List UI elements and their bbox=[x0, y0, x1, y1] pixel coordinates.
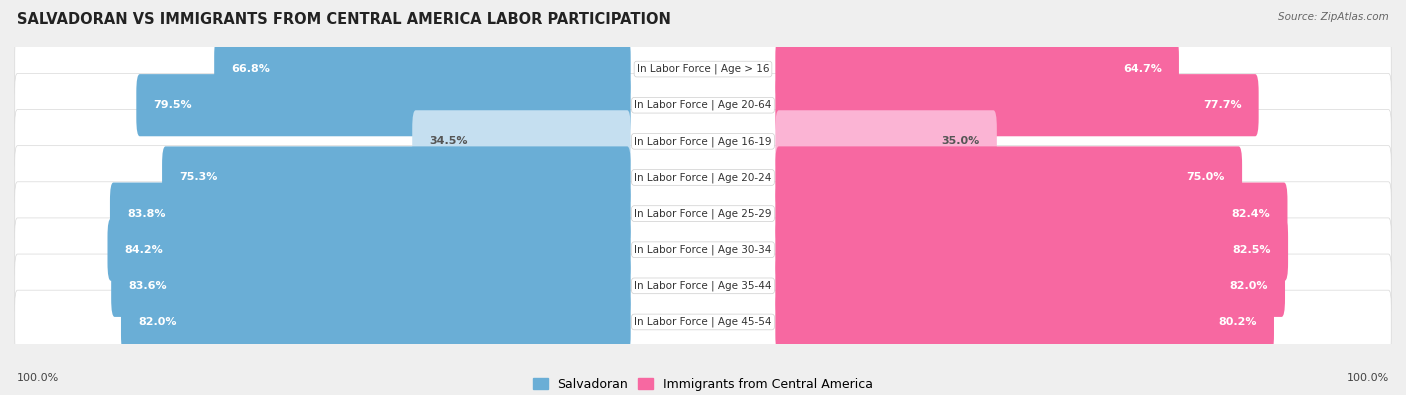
Text: SALVADORAN VS IMMIGRANTS FROM CENTRAL AMERICA LABOR PARTICIPATION: SALVADORAN VS IMMIGRANTS FROM CENTRAL AM… bbox=[17, 12, 671, 27]
Text: 82.0%: 82.0% bbox=[138, 317, 177, 327]
Text: 100.0%: 100.0% bbox=[17, 373, 59, 383]
Text: In Labor Force | Age 20-24: In Labor Force | Age 20-24 bbox=[634, 172, 772, 183]
Legend: Salvadoran, Immigrants from Central America: Salvadoran, Immigrants from Central Amer… bbox=[533, 378, 873, 391]
Text: 83.8%: 83.8% bbox=[127, 209, 166, 218]
FancyBboxPatch shape bbox=[14, 182, 1392, 245]
FancyBboxPatch shape bbox=[14, 73, 1392, 137]
FancyBboxPatch shape bbox=[14, 37, 1392, 101]
Text: 75.0%: 75.0% bbox=[1187, 173, 1225, 182]
Text: 84.2%: 84.2% bbox=[125, 245, 163, 255]
FancyBboxPatch shape bbox=[775, 110, 997, 172]
Text: In Labor Force | Age 20-64: In Labor Force | Age 20-64 bbox=[634, 100, 772, 111]
FancyBboxPatch shape bbox=[14, 146, 1392, 209]
FancyBboxPatch shape bbox=[107, 219, 631, 281]
FancyBboxPatch shape bbox=[111, 255, 631, 317]
FancyBboxPatch shape bbox=[14, 109, 1392, 173]
FancyBboxPatch shape bbox=[214, 38, 631, 100]
Text: 66.8%: 66.8% bbox=[232, 64, 270, 74]
Text: 64.7%: 64.7% bbox=[1123, 64, 1161, 74]
FancyBboxPatch shape bbox=[775, 38, 1180, 100]
FancyBboxPatch shape bbox=[775, 147, 1241, 209]
FancyBboxPatch shape bbox=[775, 219, 1288, 281]
Text: 77.7%: 77.7% bbox=[1202, 100, 1241, 110]
Text: In Labor Force | Age > 16: In Labor Force | Age > 16 bbox=[637, 64, 769, 74]
Text: In Labor Force | Age 16-19: In Labor Force | Age 16-19 bbox=[634, 136, 772, 147]
Text: 34.5%: 34.5% bbox=[429, 136, 468, 146]
Text: In Labor Force | Age 45-54: In Labor Force | Age 45-54 bbox=[634, 317, 772, 327]
Text: 100.0%: 100.0% bbox=[1347, 373, 1389, 383]
FancyBboxPatch shape bbox=[775, 255, 1285, 317]
Text: In Labor Force | Age 35-44: In Labor Force | Age 35-44 bbox=[634, 280, 772, 291]
FancyBboxPatch shape bbox=[136, 74, 631, 136]
FancyBboxPatch shape bbox=[110, 182, 631, 245]
Text: In Labor Force | Age 30-34: In Labor Force | Age 30-34 bbox=[634, 245, 772, 255]
Text: 83.6%: 83.6% bbox=[128, 281, 167, 291]
FancyBboxPatch shape bbox=[412, 110, 631, 172]
Text: 80.2%: 80.2% bbox=[1218, 317, 1257, 327]
FancyBboxPatch shape bbox=[162, 147, 631, 209]
FancyBboxPatch shape bbox=[121, 291, 631, 353]
FancyBboxPatch shape bbox=[775, 74, 1258, 136]
Text: 82.4%: 82.4% bbox=[1232, 209, 1270, 218]
Text: 79.5%: 79.5% bbox=[153, 100, 193, 110]
Text: 82.0%: 82.0% bbox=[1229, 281, 1268, 291]
FancyBboxPatch shape bbox=[775, 182, 1288, 245]
FancyBboxPatch shape bbox=[14, 290, 1392, 354]
Text: 82.5%: 82.5% bbox=[1232, 245, 1271, 255]
Text: 35.0%: 35.0% bbox=[942, 136, 980, 146]
FancyBboxPatch shape bbox=[14, 218, 1392, 282]
FancyBboxPatch shape bbox=[775, 291, 1274, 353]
Text: Source: ZipAtlas.com: Source: ZipAtlas.com bbox=[1278, 12, 1389, 22]
Text: In Labor Force | Age 25-29: In Labor Force | Age 25-29 bbox=[634, 208, 772, 219]
Text: 75.3%: 75.3% bbox=[180, 173, 218, 182]
FancyBboxPatch shape bbox=[14, 254, 1392, 318]
